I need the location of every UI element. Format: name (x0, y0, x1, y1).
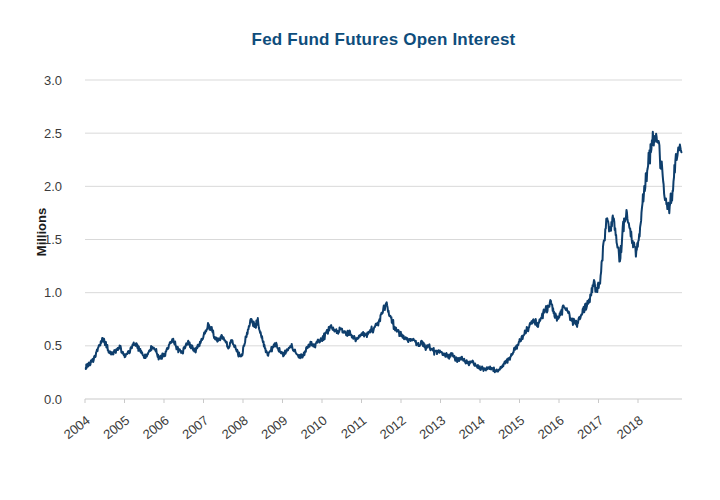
x-tick-label: 2011 (338, 413, 369, 442)
x-tick-label: 2006 (140, 413, 172, 443)
y-tick-label: 0.5 (44, 338, 62, 353)
x-tick-label: 2014 (456, 413, 488, 443)
y-tick-label: 3.0 (44, 73, 62, 88)
x-tick-label: 2016 (535, 413, 567, 443)
x-tick-label: 2012 (377, 413, 409, 443)
x-tick-label: 2008 (219, 413, 251, 443)
data-line (86, 132, 682, 373)
plot-area: 0.0 0.5 1.0 1.5 2.0 2.5 3.0 20042005 20062007 200… (0, 0, 720, 500)
x-tick-label: 2004 (61, 413, 93, 443)
x-tick-label: 2010 (298, 413, 330, 443)
y-tick-label: 2.0 (44, 179, 62, 194)
fed-fund-futures-chart: Fed Fund Futures Open Interest Millions … (0, 0, 720, 500)
x-tick-label: 2007 (179, 413, 211, 443)
x-tick-label: 2018 (614, 413, 646, 443)
y-tick-label: 1.5 (44, 232, 62, 247)
x-tick-label: 2009 (258, 413, 290, 443)
x-tick-label: 2013 (416, 413, 448, 443)
y-tick-label: 2.5 (44, 126, 62, 141)
x-tick-label: 2015 (495, 413, 527, 443)
x-tick-label: 2005 (100, 413, 132, 443)
x-tick-label: 2017 (574, 413, 606, 443)
y-tick-label: 1.0 (44, 285, 62, 300)
y-tick-label: 0.0 (44, 392, 62, 407)
